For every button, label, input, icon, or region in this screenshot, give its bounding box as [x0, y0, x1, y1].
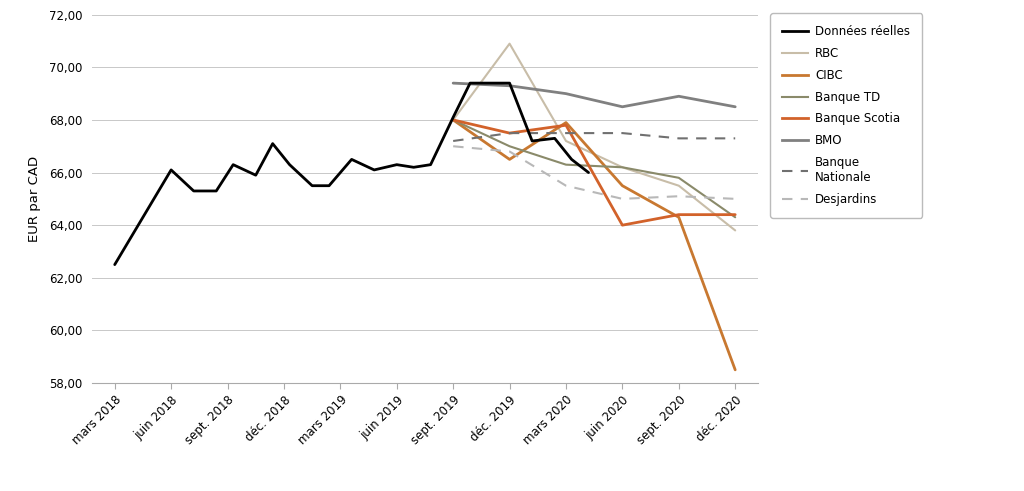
- Legend: Données réelles, RBC, CIBC, Banque TD, Banque Scotia, BMO, Banque
Nationale, Des: Données réelles, RBC, CIBC, Banque TD, B…: [770, 13, 922, 218]
- Y-axis label: EUR par CAD: EUR par CAD: [28, 156, 41, 242]
